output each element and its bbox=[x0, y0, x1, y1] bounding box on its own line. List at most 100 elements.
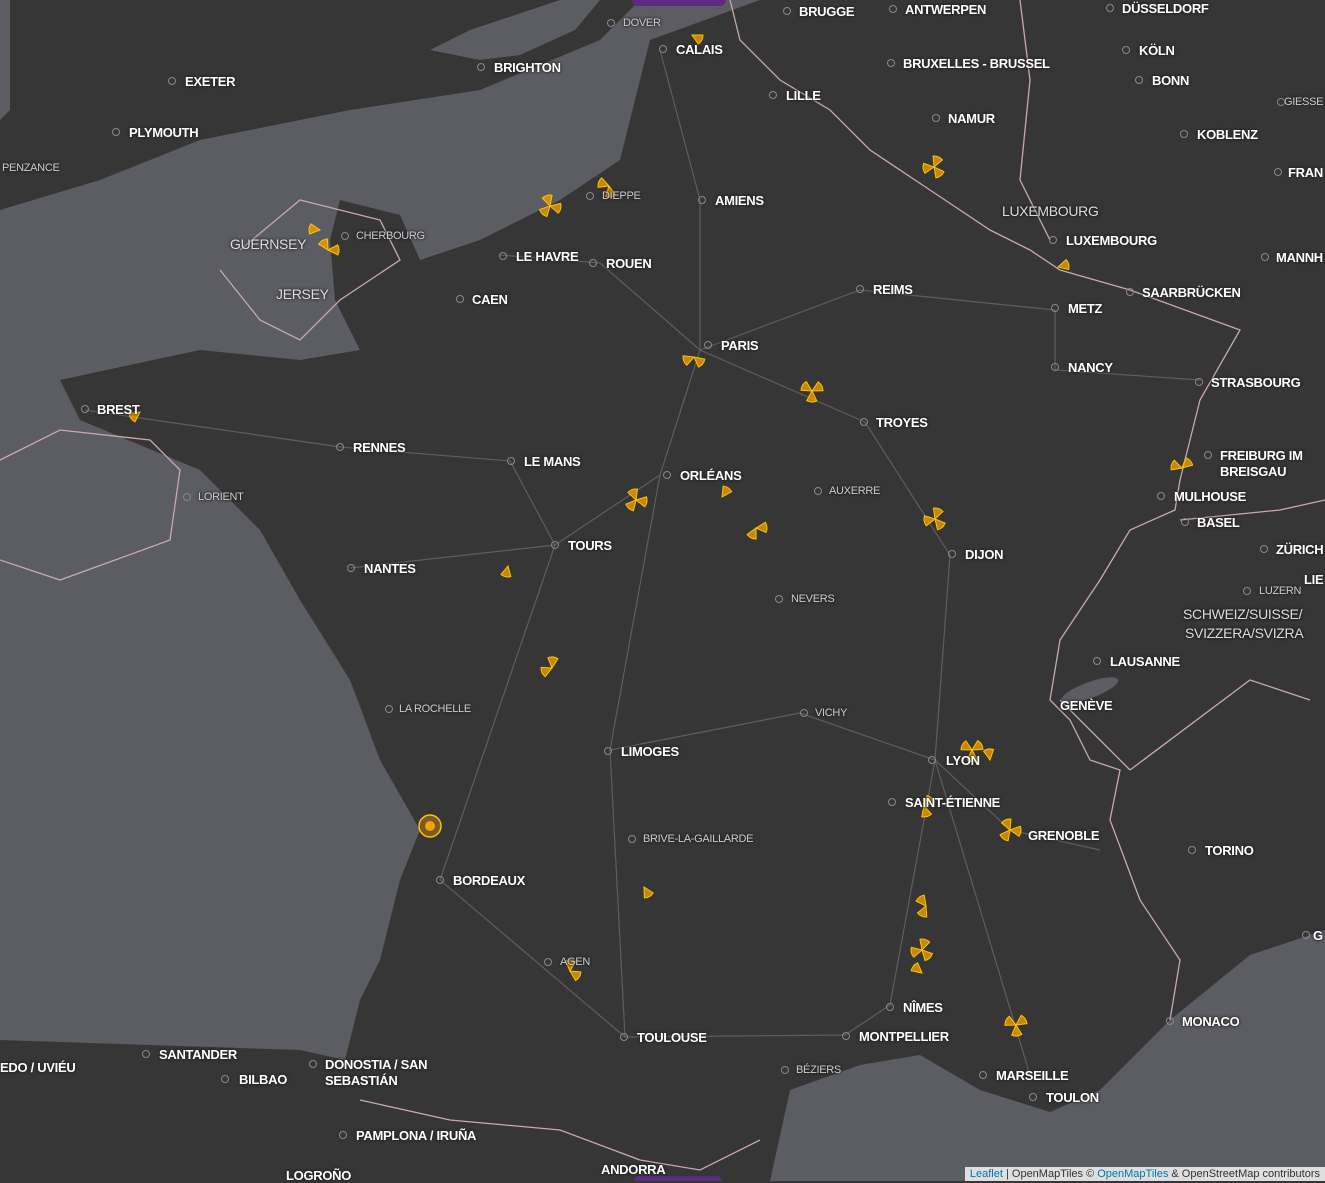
sea-area bbox=[770, 930, 1325, 1181]
marker-sector bbox=[919, 938, 931, 952]
city-dot bbox=[1243, 587, 1251, 595]
place-label: BRIGHTON bbox=[494, 60, 561, 75]
place-label: BILBAO bbox=[239, 1072, 288, 1087]
city-dot bbox=[551, 541, 559, 549]
marker-sector bbox=[548, 202, 562, 214]
city-dot bbox=[928, 756, 936, 764]
city-dot bbox=[586, 192, 594, 200]
country-border bbox=[359, 1099, 761, 1171]
place-label: CALAIS bbox=[676, 42, 723, 57]
place-label: LIMOGES bbox=[621, 744, 679, 759]
nuclear-plant-sector-icon bbox=[915, 894, 928, 918]
city-dot bbox=[341, 232, 349, 240]
marker-sector bbox=[811, 381, 824, 392]
place-label: PENZANCE bbox=[2, 162, 60, 174]
place-label: PARIS bbox=[721, 338, 759, 353]
marker-sector bbox=[128, 411, 141, 423]
nuclear-plant-sector-icon bbox=[308, 223, 322, 235]
marker-sector bbox=[922, 162, 936, 175]
place-label: BORDEAUX bbox=[453, 873, 525, 888]
place-label: KÖLN bbox=[1139, 43, 1175, 58]
city-dot bbox=[1029, 1093, 1037, 1101]
place-label: TORINO bbox=[1205, 843, 1254, 858]
city-dot bbox=[1135, 76, 1143, 84]
marker-sector bbox=[604, 184, 617, 198]
marker-sector bbox=[932, 155, 944, 169]
city-dot bbox=[436, 876, 444, 884]
marker-sector bbox=[800, 380, 813, 392]
sea-area bbox=[430, 0, 600, 60]
country-border bbox=[1179, 499, 1325, 521]
marker-sector bbox=[1181, 457, 1194, 469]
city-dot bbox=[1204, 451, 1212, 459]
nuclear-plant-sector-icon bbox=[800, 380, 824, 403]
place-label: LE MANS bbox=[524, 454, 581, 469]
country-border bbox=[729, 0, 1241, 1021]
nuclear-plant-sector-icon bbox=[691, 34, 704, 45]
marker-sector bbox=[317, 238, 329, 251]
place-label: LORIENT bbox=[198, 491, 244, 503]
place-label: LUXEMBOURG bbox=[1002, 203, 1099, 219]
place-label: EXETER bbox=[185, 74, 236, 89]
city-dot bbox=[1049, 236, 1057, 244]
marker-layer bbox=[128, 34, 1194, 1037]
city-dot bbox=[1093, 657, 1101, 665]
place-label: SVIZZERA/SVIZRA bbox=[1185, 625, 1304, 641]
marker-sector bbox=[597, 177, 611, 188]
place-label: TROYES bbox=[876, 415, 928, 430]
place-label: MANNH bbox=[1276, 250, 1323, 265]
country-border bbox=[219, 199, 401, 341]
nuclear-plant-sector-icon bbox=[721, 485, 733, 498]
site-circle-marker bbox=[418, 814, 442, 838]
bottom-control-bar[interactable] bbox=[634, 1176, 722, 1181]
nuclear-plant-sector-icon bbox=[910, 962, 923, 974]
nuclear-plant-sector-icon bbox=[317, 238, 340, 256]
marker-sector bbox=[634, 496, 648, 508]
city-dot bbox=[221, 1075, 229, 1083]
marker-sector bbox=[915, 894, 927, 907]
top-control-bar[interactable] bbox=[632, 0, 726, 6]
city-dot bbox=[183, 493, 191, 501]
city-dot bbox=[814, 487, 822, 495]
place-label: REIMS bbox=[873, 282, 913, 297]
place-label: SCHWEIZ/SUISSE/ bbox=[1183, 606, 1303, 622]
country-border bbox=[1059, 699, 1131, 771]
nuclear-plant-sector-icon bbox=[625, 488, 648, 512]
nuclear-plant-sector-icon bbox=[922, 155, 945, 179]
place-label: BREST bbox=[97, 402, 140, 417]
marker-sector bbox=[921, 804, 933, 818]
marker-sector bbox=[643, 886, 654, 899]
marker-sector bbox=[910, 946, 924, 958]
marker-sector bbox=[910, 962, 923, 974]
nuclear-plant-sector-icon bbox=[540, 656, 559, 678]
place-label: DÜSSELDORF bbox=[1122, 1, 1209, 16]
place-label: LILLE bbox=[786, 88, 821, 103]
openmaptiles-link[interactable]: OpenMapTiles bbox=[1097, 1168, 1169, 1180]
city-dot bbox=[698, 196, 706, 204]
country-border bbox=[1129, 679, 1311, 771]
leaflet-link[interactable]: Leaflet bbox=[969, 1168, 1003, 1180]
place-label: ZÜRICH bbox=[1276, 542, 1324, 557]
city-dot bbox=[889, 5, 897, 13]
city-dot bbox=[544, 958, 552, 966]
marker-sector bbox=[682, 355, 696, 367]
city-dot bbox=[775, 595, 783, 603]
place-label: BRUXELLES - BRUSSEL bbox=[903, 56, 1050, 71]
city-dot bbox=[659, 45, 667, 53]
place-label: ROUEN bbox=[606, 256, 652, 271]
city-dot bbox=[800, 709, 808, 717]
place-label: DIJON bbox=[965, 547, 1004, 562]
place-label: LUZERN bbox=[1259, 585, 1302, 597]
place-label: SAINT-ÉTIENNE bbox=[905, 795, 1001, 810]
city-dot bbox=[339, 1131, 347, 1139]
city-dot bbox=[1261, 253, 1269, 261]
city-dot bbox=[499, 252, 507, 260]
nuclear-plant-sector-icon bbox=[1170, 457, 1194, 471]
place-label: DOVER bbox=[623, 17, 661, 29]
place-label: NÎMES bbox=[903, 1000, 943, 1015]
place-label: SEBASTIÁN bbox=[325, 1073, 398, 1088]
marker-sector bbox=[934, 518, 946, 531]
city-dot bbox=[1126, 288, 1134, 296]
marker-sector bbox=[960, 740, 973, 751]
